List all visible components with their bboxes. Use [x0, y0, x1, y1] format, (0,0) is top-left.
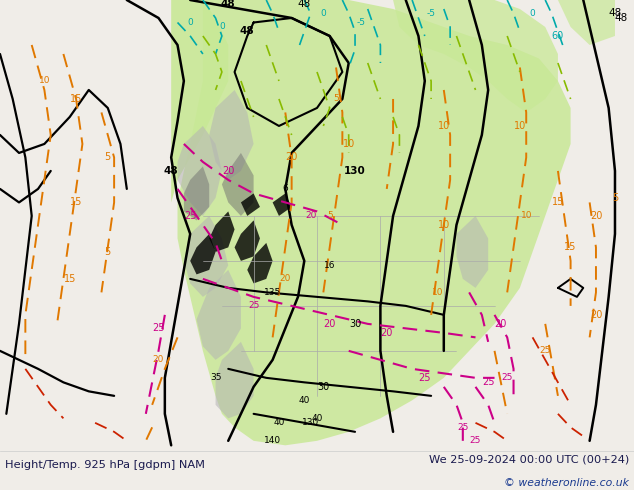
Polygon shape — [393, 0, 558, 113]
Text: 48: 48 — [615, 13, 628, 23]
Text: 10: 10 — [342, 139, 355, 149]
Text: 6: 6 — [282, 184, 288, 194]
Text: 20: 20 — [280, 274, 291, 283]
Text: 30: 30 — [349, 319, 361, 329]
Text: 20: 20 — [495, 319, 507, 329]
Polygon shape — [184, 167, 209, 220]
Text: 60: 60 — [552, 31, 564, 41]
Text: 25: 25 — [540, 346, 551, 355]
Text: 15: 15 — [552, 197, 564, 207]
Text: 0: 0 — [219, 23, 225, 31]
Text: 48: 48 — [221, 0, 236, 9]
Text: 10: 10 — [437, 220, 450, 230]
Text: 5: 5 — [105, 247, 111, 257]
Text: -5: -5 — [427, 9, 436, 18]
Text: 15: 15 — [63, 274, 76, 284]
Text: 20: 20 — [305, 211, 316, 220]
Polygon shape — [178, 0, 571, 445]
Text: © weatheronline.co.uk: © weatheronline.co.uk — [504, 478, 629, 488]
Polygon shape — [171, 0, 228, 202]
Polygon shape — [209, 211, 235, 252]
Text: 16: 16 — [324, 261, 335, 270]
Polygon shape — [178, 126, 222, 216]
Text: 10: 10 — [39, 76, 50, 85]
Text: 30: 30 — [317, 382, 330, 392]
Text: 15: 15 — [70, 94, 82, 104]
Text: 40: 40 — [299, 396, 310, 405]
Text: Height/Temp. 925 hPa [gdpm] NAM: Height/Temp. 925 hPa [gdpm] NAM — [5, 460, 205, 470]
Text: 48: 48 — [609, 8, 621, 19]
Text: We 25-09-2024 00:00 UTC (00+24): We 25-09-2024 00:00 UTC (00+24) — [429, 455, 629, 465]
Text: 15: 15 — [70, 197, 82, 207]
Text: 25: 25 — [418, 373, 431, 383]
Text: 20: 20 — [590, 310, 602, 320]
Text: 5: 5 — [333, 95, 339, 103]
Polygon shape — [209, 90, 254, 180]
Polygon shape — [216, 342, 254, 418]
Polygon shape — [184, 216, 228, 297]
Text: 48: 48 — [240, 26, 255, 36]
Text: 135: 135 — [264, 288, 281, 297]
Text: 40: 40 — [311, 414, 323, 423]
Text: 140: 140 — [264, 436, 281, 445]
Polygon shape — [456, 216, 488, 288]
Text: 25: 25 — [457, 423, 469, 432]
Text: 20: 20 — [380, 328, 393, 338]
Polygon shape — [241, 194, 260, 216]
Polygon shape — [273, 194, 292, 216]
Text: 10: 10 — [437, 121, 450, 131]
Text: 25: 25 — [184, 211, 197, 221]
Text: 40: 40 — [273, 418, 285, 427]
Polygon shape — [222, 153, 254, 216]
Polygon shape — [190, 234, 216, 274]
Text: 25: 25 — [152, 323, 165, 333]
Text: 25: 25 — [482, 377, 495, 388]
Text: 10: 10 — [432, 288, 443, 297]
Text: 48: 48 — [164, 166, 179, 176]
Text: 0: 0 — [320, 9, 327, 18]
Text: 130: 130 — [302, 418, 320, 427]
Text: 35: 35 — [210, 373, 221, 382]
Text: 20: 20 — [222, 166, 235, 176]
Text: -5: -5 — [357, 18, 366, 27]
Polygon shape — [197, 270, 241, 360]
Text: 20: 20 — [590, 211, 602, 221]
Text: 0: 0 — [187, 18, 193, 27]
Text: 130: 130 — [344, 166, 366, 176]
Text: 20: 20 — [323, 319, 336, 329]
Polygon shape — [235, 220, 260, 261]
Text: 25: 25 — [501, 373, 513, 382]
Text: 5: 5 — [612, 193, 618, 203]
Polygon shape — [247, 243, 273, 283]
Polygon shape — [558, 0, 615, 45]
Text: 20: 20 — [285, 152, 298, 163]
Text: 48: 48 — [298, 0, 311, 9]
Text: 10: 10 — [521, 211, 532, 220]
Text: 10: 10 — [514, 121, 526, 131]
Text: 5: 5 — [105, 152, 111, 163]
Text: 15: 15 — [564, 243, 577, 252]
Text: 25: 25 — [470, 436, 481, 445]
Text: 20: 20 — [153, 355, 164, 365]
Text: 0: 0 — [529, 9, 536, 18]
Text: 5: 5 — [327, 211, 333, 220]
Text: 25: 25 — [248, 301, 259, 310]
